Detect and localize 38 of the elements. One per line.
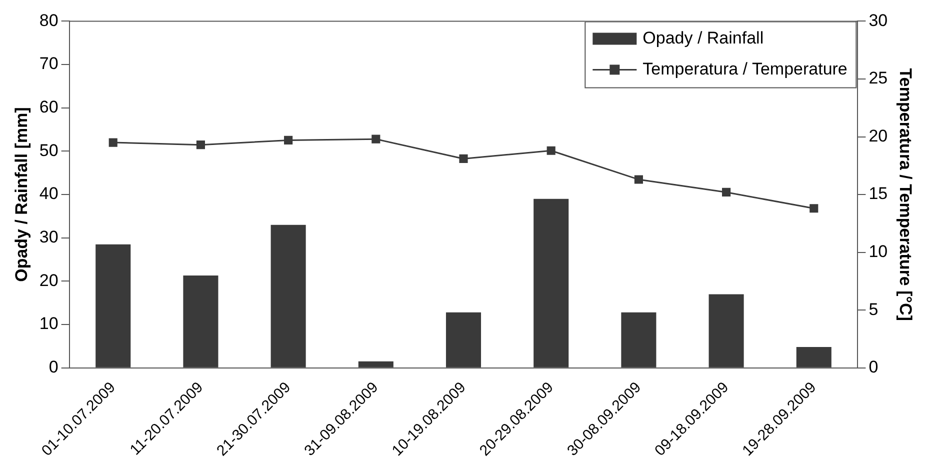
y2-tick-label: 15 xyxy=(868,184,888,204)
y2-tick-label: 20 xyxy=(868,126,888,146)
bar xyxy=(796,347,832,368)
y2-tick-label: 10 xyxy=(868,242,888,261)
bar xyxy=(621,312,656,368)
y-tick-label: 60 xyxy=(39,98,58,117)
bar xyxy=(446,312,482,368)
point xyxy=(284,136,293,145)
y-tick-label: 50 xyxy=(39,140,58,160)
y-tick-label: 30 xyxy=(39,228,58,247)
point xyxy=(108,138,118,147)
legend-label: Opady / Rainfall xyxy=(642,28,764,48)
point xyxy=(546,146,556,155)
point xyxy=(196,140,205,150)
point xyxy=(459,154,468,163)
y-tick-label: 40 xyxy=(39,184,58,204)
y2-tick-label: 5 xyxy=(868,300,878,319)
point xyxy=(722,188,731,197)
point xyxy=(810,204,818,213)
y-axis-title: Opady / Rainfall [mm] xyxy=(12,107,31,282)
bar xyxy=(270,224,306,368)
y2-tick-label: 30 xyxy=(868,10,888,30)
point xyxy=(372,134,380,144)
bar xyxy=(708,294,744,368)
bar xyxy=(183,276,218,368)
y-tick-label: 70 xyxy=(39,54,58,74)
y-tick-label: 20 xyxy=(39,270,58,290)
y2-tick-label: 25 xyxy=(868,68,888,88)
bar xyxy=(96,244,131,368)
legend-label: Temperatura / Temperature xyxy=(642,59,848,78)
bar xyxy=(358,361,394,368)
y-tick-label: 80 xyxy=(39,10,58,30)
y-tick-label: 10 xyxy=(39,314,58,334)
bar xyxy=(534,198,569,368)
y2-axis-title: Temperatura / Temperature [°C] xyxy=(896,68,916,321)
point xyxy=(634,175,643,184)
y-tick-label: 0 xyxy=(48,358,58,377)
y2-tick-label: 0 xyxy=(868,358,878,377)
